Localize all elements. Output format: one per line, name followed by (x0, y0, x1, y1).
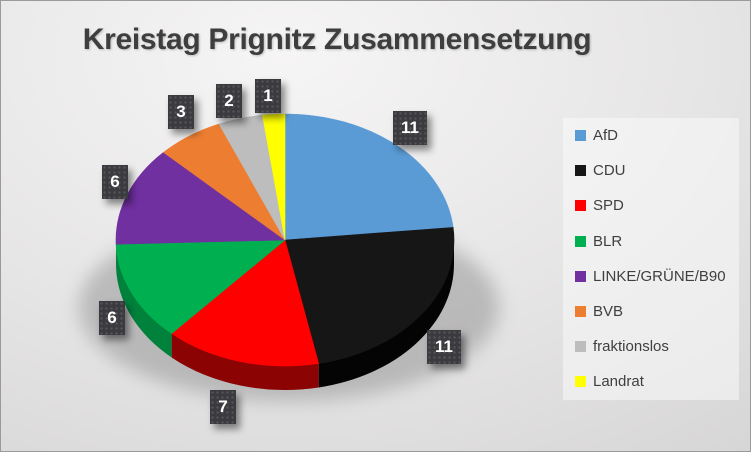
chart-title: Kreistag Prignitz Zusammensetzung (82, 23, 592, 56)
pie-slices (115, 113, 455, 367)
pie-slice-side-spd (171, 333, 319, 391)
legend-item-bvb: BVB (575, 294, 739, 329)
legend-label-blr: BLR (593, 232, 623, 250)
data-label-fraktionslos: 2 (216, 84, 242, 118)
data-label-cdu: 11 (427, 330, 461, 364)
legend-item-blr: BLR (575, 224, 739, 259)
legend-item-cdu: CDU (575, 153, 739, 188)
pie-slice-blr (115, 239, 286, 334)
legend-item-afd: AfD (575, 118, 739, 153)
pie-slice-landrat (262, 113, 286, 241)
pie-slice-cdu (284, 227, 455, 364)
legend-item-linke-gr-ne-b90: LINKE/GRÜNE/B90 (575, 259, 739, 294)
data-label-blr: 6 (99, 301, 125, 335)
data-label-linke-gr-ne-b90: 6 (102, 165, 128, 199)
legend-label-spd: SPD (593, 197, 624, 215)
legend-label-fraktionslos: fraktionslos (593, 338, 669, 356)
legend: AfD CDU SPD BLR LINKE/GRÜNE/B90 BVB fraktionsl… (563, 118, 739, 400)
legend-swatch-linke-gr-ne-b90 (575, 270, 586, 282)
data-label-afd: 11 (393, 111, 427, 145)
legend-item-spd: SPD (575, 188, 739, 223)
pie-slice-side-cdu (318, 240, 455, 388)
legend-swatch-bvb (575, 306, 586, 318)
data-label-spd: 7 (210, 390, 236, 424)
pie-side-walls (115, 240, 455, 391)
legend-swatch-afd (575, 130, 586, 142)
legend-label-bvb: BVB (593, 303, 624, 321)
legend-swatch-fraktionslos (575, 341, 586, 353)
pie-slice-side-blr (116, 244, 172, 358)
legend-swatch-spd (575, 200, 586, 212)
legend-swatch-cdu (575, 165, 586, 177)
legend-label-landrat: Landrat (593, 373, 644, 391)
data-label-landrat: 1 (255, 79, 281, 113)
legend-swatch-blr (575, 235, 586, 247)
pie-slice-spd (171, 239, 320, 367)
legend-label-linke-gr-ne-b90: LINKE/GRÜNE/B90 (593, 267, 726, 285)
data-label-bvb: 3 (168, 95, 194, 129)
legend-item-landrat: Landrat (575, 364, 739, 399)
legend-item-fraktionslos: fraktionslos (575, 329, 739, 364)
legend-swatch-landrat (575, 376, 586, 388)
legend-label-afd: AfD (593, 127, 619, 145)
pie-slice-afd (284, 113, 454, 241)
legend-label-cdu: CDU (593, 162, 626, 180)
